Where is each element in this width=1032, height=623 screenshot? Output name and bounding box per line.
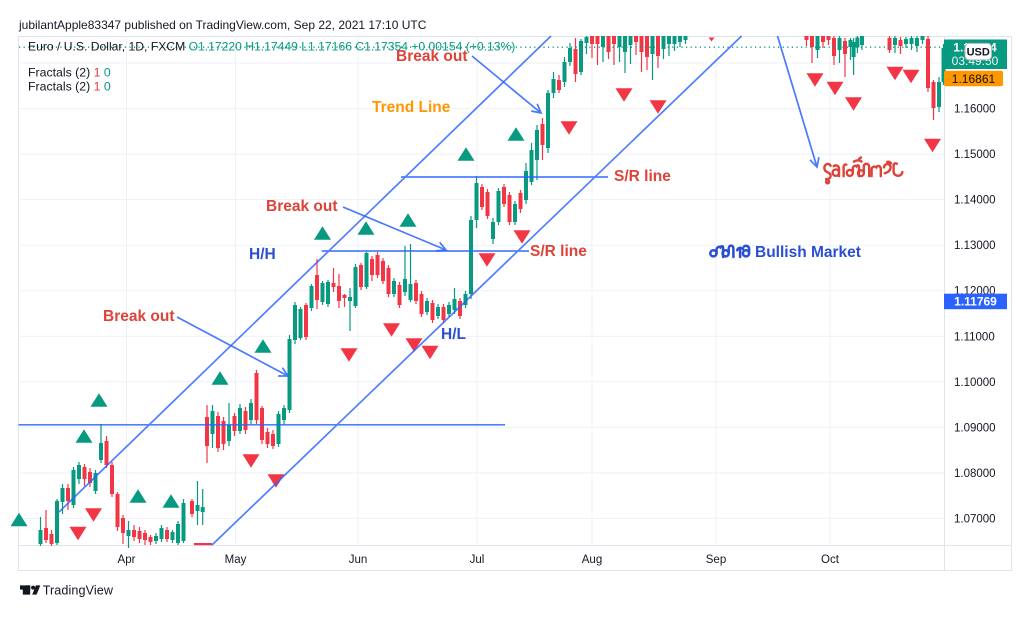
svg-text:Oct: Oct (821, 554, 840, 566)
svg-text:Fractals (2) 1 0: Fractals (2) 1 0 (28, 66, 111, 80)
svg-text:Break out: Break out (103, 308, 175, 325)
svg-text:H/H: H/H (249, 246, 276, 263)
svg-text:Apr: Apr (118, 554, 136, 566)
svg-text:1.11000: 1.11000 (954, 331, 995, 343)
svg-text:Euro / U.S. Dollar, 1D, FXCM: Euro / U.S. Dollar, 1D, FXCM O1.17220 H1… (28, 40, 515, 54)
svg-text:1.09000: 1.09000 (954, 422, 996, 434)
svg-text:USD: USD (967, 47, 990, 59)
svg-text:1.16000: 1.16000 (954, 104, 996, 116)
svg-text:1.15000: 1.15000 (954, 149, 996, 161)
svg-text:jubilantApple83347 published o: jubilantApple83347 published on TradingV… (18, 18, 427, 32)
svg-text:1.08000: 1.08000 (954, 468, 996, 480)
svg-text:1.14000: 1.14000 (954, 195, 996, 207)
svg-text:S/R line: S/R line (530, 243, 587, 260)
svg-text:1.10000: 1.10000 (954, 377, 996, 389)
svg-text:Break out: Break out (396, 48, 468, 65)
svg-text:1.11769: 1.11769 (954, 295, 997, 309)
svg-text:Jul: Jul (470, 554, 485, 566)
svg-text:May: May (225, 554, 247, 566)
svg-text:TradingView: TradingView (43, 583, 114, 597)
svg-text:1.16861: 1.16861 (952, 72, 996, 86)
svg-text:Jun: Jun (349, 554, 368, 566)
svg-text:1.13000: 1.13000 (954, 240, 996, 252)
svg-text:1.07000: 1.07000 (954, 513, 996, 525)
svg-text:H/L: H/L (441, 326, 466, 343)
svg-text:Break out: Break out (266, 198, 338, 215)
svg-text:S/R line: S/R line (614, 168, 671, 185)
svg-text:Aug: Aug (582, 554, 602, 566)
svg-text:Fractals (2) 1 0: Fractals (2) 1 0 (28, 80, 111, 94)
svg-text:Bullish Market: Bullish Market (755, 244, 861, 261)
svg-text:Sep: Sep (706, 554, 726, 566)
svg-text:Trend Line: Trend Line (372, 99, 451, 116)
